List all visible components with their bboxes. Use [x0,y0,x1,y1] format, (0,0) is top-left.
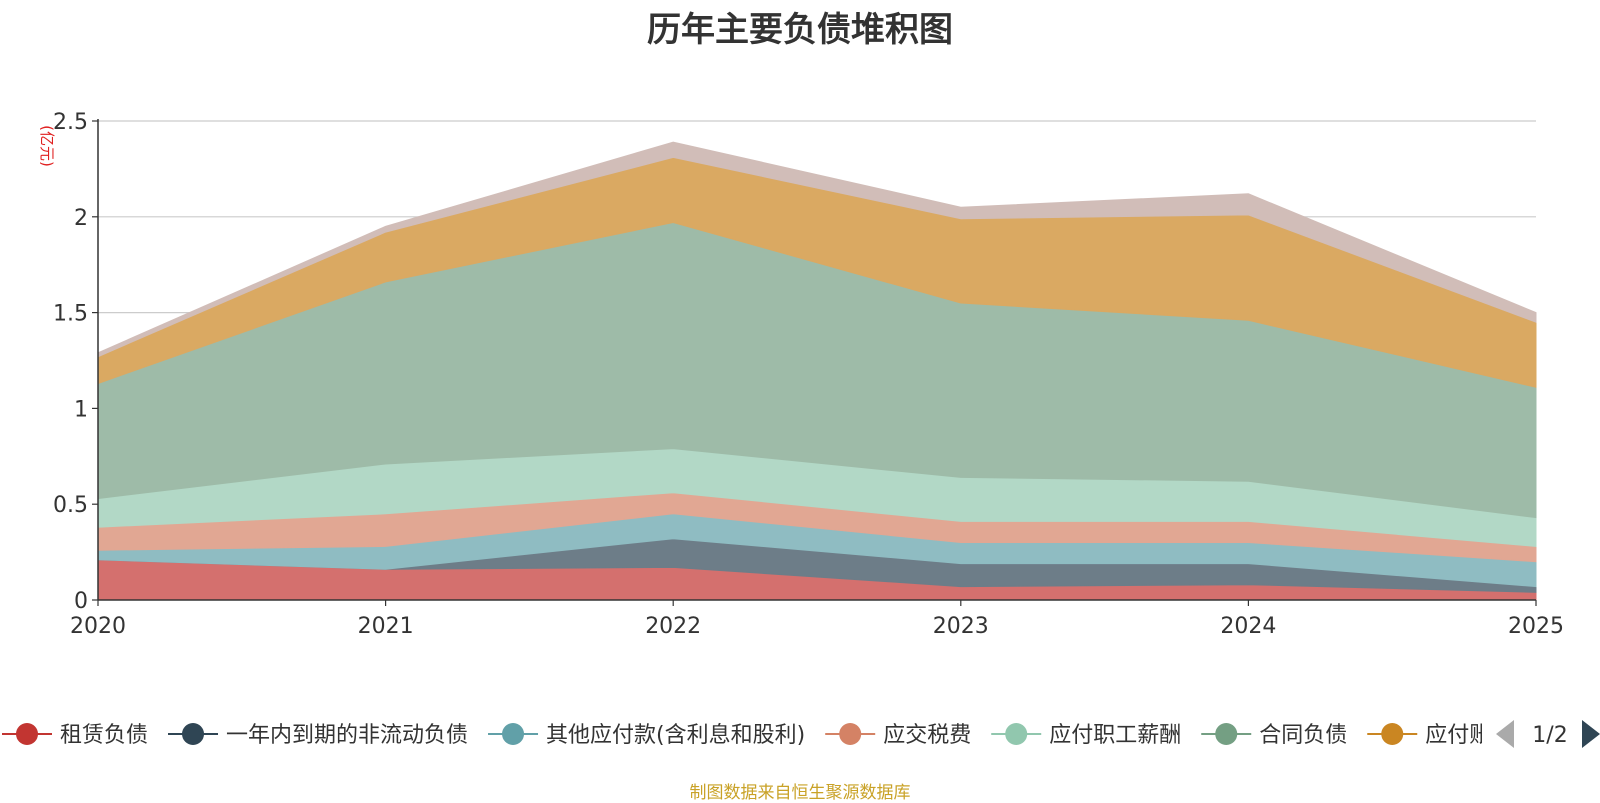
legend-page-indicator: 1/2 [1532,723,1567,748]
legend-label: 应付账款 [1425,723,1513,748]
legend-marker [502,723,525,745]
legend-label: 其他应付款(含利息和股利) [546,723,805,748]
axes: 0 0.5 1 1.5 2 2.5 2020 2021 2022 2023 2024 2025 (亿元) [38,110,1564,639]
legend-item[interactable]: 应付账款 [1367,723,1513,748]
legend-label: 合同负债 [1259,723,1347,748]
legend-marker [182,723,205,745]
y-tick-label: 1.5 [53,302,88,327]
legend-item[interactable]: 一年内到期的非流动负债 [168,723,468,748]
y-axis-label: (亿元) [38,125,56,167]
legend-marker [1005,723,1028,745]
legend-marker [1215,723,1238,745]
area-series-7 [97,141,1537,358]
x-tick-label: 2023 [933,614,989,639]
legend-item[interactable]: 合同负债 [1201,723,1347,748]
y-tick-label: 0 [74,589,88,614]
legend-label: 租赁负债 [60,723,148,748]
legend-item[interactable]: 应交税费 [825,723,971,748]
x-tick-label: 2020 [70,614,126,639]
y-tick-label: 0.5 [53,493,88,518]
source-note: 制图数据来自恒生聚源数据库 [689,783,911,803]
x-tick-label: 2025 [1508,614,1564,639]
legend-label: 应交税费 [883,723,971,748]
chart-title: 历年主要负债堆积图 [647,10,953,50]
y-tick-label: 2 [74,206,88,231]
legend-marker [839,723,862,745]
legend-item[interactable]: 其他应付款(含利息和股利) [488,723,805,748]
legend-item[interactable]: 租赁负债 [2,723,148,748]
legend-items: 租赁负债 一年内到期的非流动负债 其他应付款(含利息和股利) 应交税费 应付职工薪酬 合同… [2,723,1513,748]
legend-label: 一年内到期的非流动负债 [226,723,468,748]
legend-marker [1381,723,1404,745]
x-tick-label: 2022 [645,614,701,639]
y-tick-label: 2.5 [53,110,88,135]
legend-prev-icon[interactable] [1496,720,1514,748]
legend-label: 应付职工薪酬 [1049,723,1181,748]
legend: 租赁负债 一年内到期的非流动负债 其他应付款(含利息和股利) 应交税费 应付职工薪酬 合同… [2,720,1600,748]
area-series [97,141,1537,601]
legend-item[interactable]: 应付职工薪酬 [991,723,1181,748]
legend-marker [16,723,38,745]
x-tick-label: 2021 [358,614,414,639]
x-tick-label: 2024 [1220,614,1276,639]
y-tick-label: 1 [74,397,88,422]
legend-next-icon[interactable] [1582,720,1600,748]
